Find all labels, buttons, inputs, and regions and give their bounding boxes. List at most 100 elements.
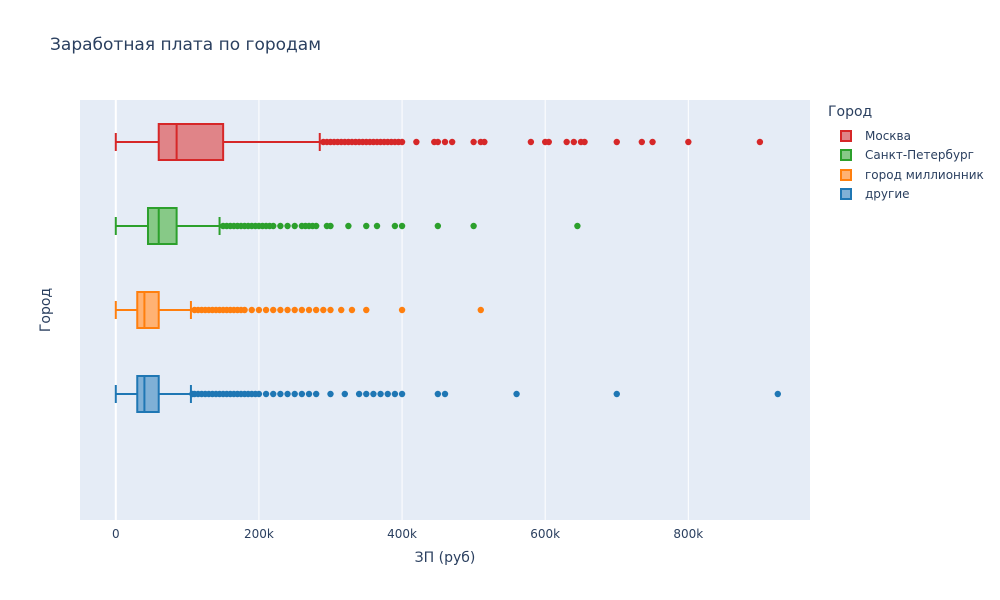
outlier-1-16 (284, 222, 291, 230)
box-group-1 (114, 207, 581, 245)
outlier-3-37 (434, 390, 442, 398)
legend-swatch-million-city (840, 168, 852, 181)
outlier-3-36 (398, 390, 406, 398)
outlier-2-26 (327, 306, 334, 314)
box-1 (146, 207, 178, 245)
outlier-3-29 (341, 390, 349, 398)
y-axis-label: Город (38, 288, 54, 332)
outlier-1-27 (373, 222, 381, 230)
outlier-3-26 (305, 390, 313, 398)
outlier-2-16 (255, 306, 263, 314)
outlier-3-30 (355, 390, 363, 398)
outlier-1-24 (327, 222, 334, 230)
outlier-2-29 (363, 306, 370, 314)
outlier-0-38 (613, 138, 620, 146)
x-tick-label-3: 600k (530, 527, 560, 541)
outlier-0-37 (581, 138, 588, 146)
outlier-2-20 (284, 306, 291, 314)
outlier-3-35 (391, 390, 399, 398)
outlier-1-25 (345, 222, 352, 230)
legend-item-others[interactable]: другие (828, 185, 984, 205)
outlier-3-24 (291, 390, 298, 398)
x-tick-label-1: 200k (244, 527, 274, 541)
outlier-3-31 (363, 390, 370, 398)
outlier-0-28 (470, 138, 477, 146)
outlier-2-23 (305, 306, 313, 314)
outlier-2-22 (298, 306, 306, 314)
legend-label-million-city: город миллионник (865, 167, 984, 182)
x-axis-label: ЗП (руб) (415, 550, 476, 566)
outlier-3-32 (370, 390, 377, 398)
outlier-0-40 (649, 138, 656, 146)
outlier-2-25 (320, 306, 327, 314)
outlier-3-40 (613, 390, 620, 398)
outlier-0-31 (527, 138, 535, 146)
legend-item-million-city[interactable]: город миллионник (828, 165, 984, 185)
outlier-2-24 (312, 306, 320, 314)
outlier-3-28 (327, 390, 334, 398)
outlier-1-32 (574, 222, 581, 230)
outlier-3-25 (298, 390, 306, 398)
outlier-2-15 (248, 306, 255, 314)
legend-label-others: другие (865, 187, 910, 202)
outlier-1-26 (363, 222, 370, 230)
x-tick-label-4: 800k (673, 527, 703, 541)
outlier-1-28 (391, 222, 399, 230)
outlier-2-19 (277, 306, 284, 314)
outlier-3-23 (284, 390, 291, 398)
outlier-0-33 (545, 138, 552, 146)
box-group-0 (114, 123, 764, 161)
outlier-0-39 (638, 138, 646, 146)
outlier-1-30 (434, 222, 442, 230)
outlier-2-28 (348, 306, 356, 314)
box-group-2 (114, 291, 484, 329)
legend-item-moscow[interactable]: Москва (828, 126, 984, 146)
outlier-1-14 (270, 222, 277, 230)
legend-title: Город (828, 104, 873, 120)
outlier-0-34 (563, 138, 570, 146)
legend-label-moscow: Москва (865, 128, 911, 143)
x-tick-label-2: 400k (387, 527, 417, 541)
legend-item-spb[interactable]: Санкт-Петербург (828, 146, 984, 166)
outlier-0-25 (434, 138, 442, 146)
outlier-1-29 (398, 222, 406, 230)
outlier-1-15 (277, 222, 284, 230)
outlier-2-18 (270, 306, 277, 314)
box-series (114, 123, 781, 413)
outlier-3-27 (312, 390, 320, 398)
outlier-0-30 (481, 138, 488, 146)
outlier-2-31 (477, 306, 484, 314)
legend-swatch-others (840, 188, 852, 201)
outlier-1-31 (470, 222, 477, 230)
outlier-1-17 (291, 222, 298, 230)
outlier-2-21 (291, 306, 298, 314)
box-group-3 (114, 375, 781, 413)
outlier-3-20 (262, 390, 270, 398)
outlier-0-23 (413, 138, 420, 146)
box-3 (136, 375, 160, 413)
outlier-2-14 (241, 306, 248, 314)
box-0 (157, 123, 225, 161)
x-tick-label-0: 0 (112, 527, 120, 541)
outlier-3-39 (513, 390, 520, 398)
outlier-3-33 (377, 390, 384, 398)
outlier-2-30 (398, 306, 406, 314)
outlier-2-17 (262, 306, 270, 314)
outlier-2-27 (338, 306, 345, 314)
outlier-0-41 (685, 138, 692, 146)
x-tick-labels: 0 200k 400k 600k 800k (112, 527, 703, 541)
box-2 (136, 291, 160, 329)
outlier-1-22 (312, 222, 320, 230)
outlier-0-22 (398, 138, 406, 146)
outlier-3-21 (270, 390, 277, 398)
chart-title: Заработная плата по городам (50, 35, 322, 55)
outlier-0-26 (441, 138, 449, 146)
outlier-0-35 (570, 138, 578, 146)
outlier-3-19 (255, 390, 263, 398)
legend-label-spb: Санкт-Петербург (865, 148, 974, 163)
outlier-3-22 (277, 390, 284, 398)
legend-swatch-moscow (840, 129, 852, 142)
outlier-3-34 (384, 390, 391, 398)
outlier-3-41 (774, 390, 781, 398)
